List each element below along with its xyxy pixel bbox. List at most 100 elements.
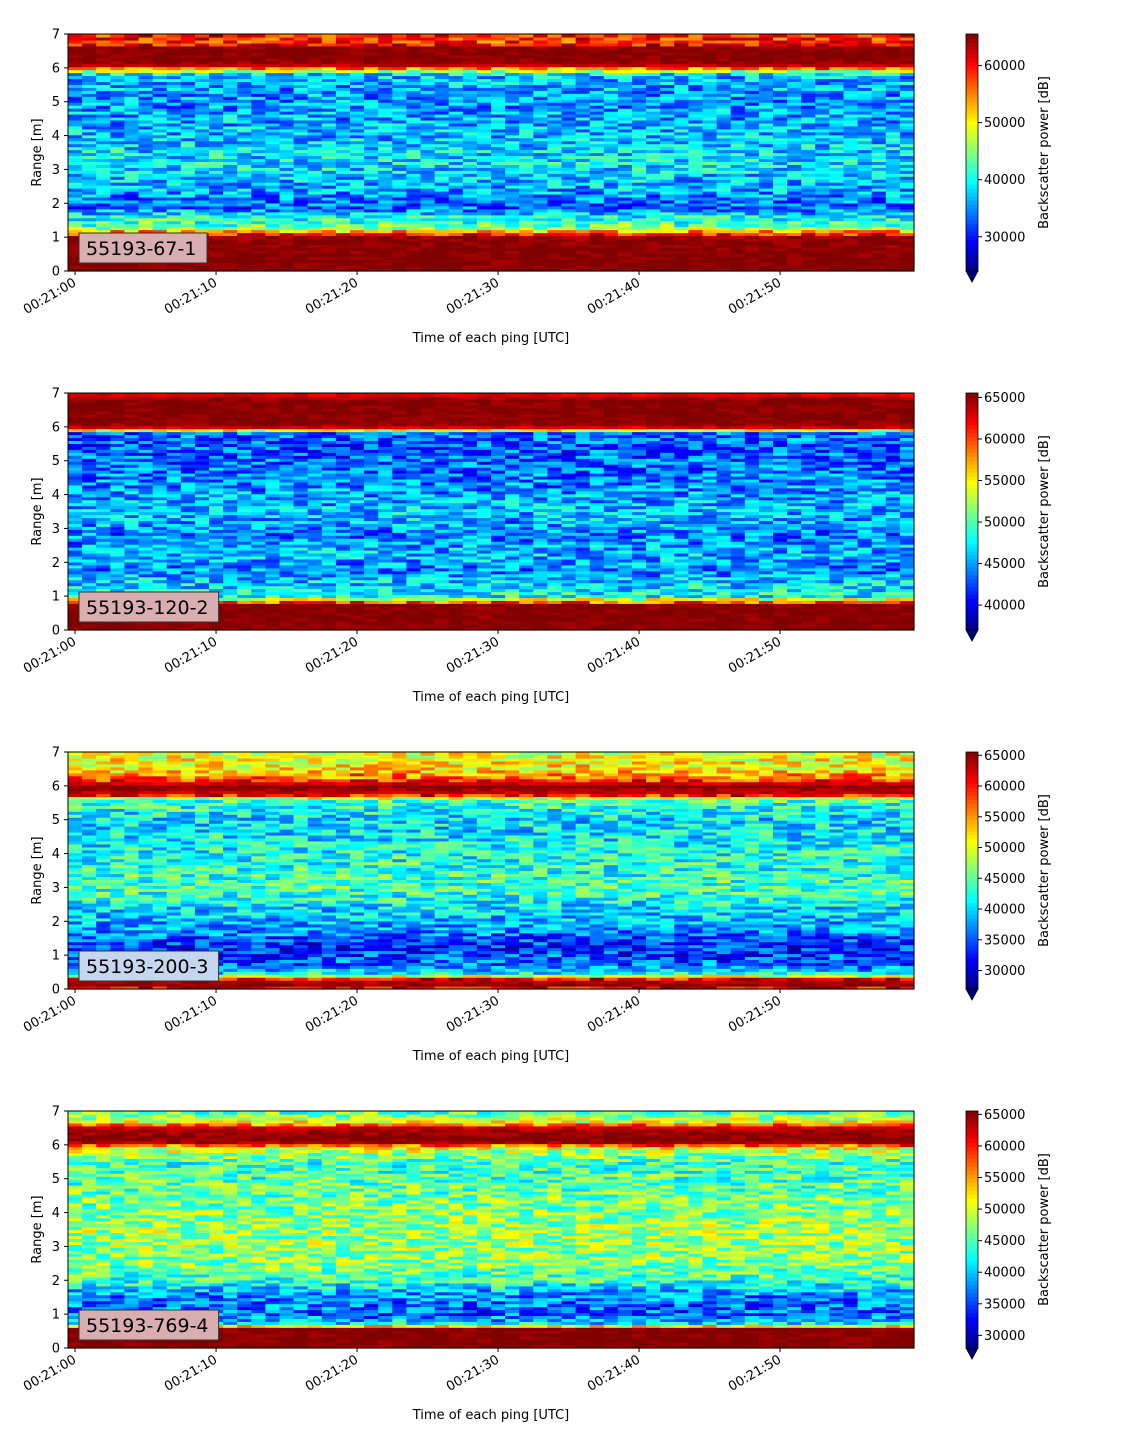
heatmap-cell — [194, 51, 210, 56]
heatmap-cell — [744, 105, 760, 109]
heatmap-cell — [110, 45, 125, 50]
heatmap-cell — [321, 235, 337, 240]
heatmap-cell — [899, 108, 915, 112]
heatmap-cell — [350, 235, 365, 240]
heatmap-cell — [180, 155, 196, 160]
heatmap-cell — [787, 173, 802, 177]
heatmap-cell — [773, 119, 788, 124]
heatmap-cell — [899, 45, 915, 50]
heatmap-cell — [688, 199, 704, 204]
heatmap-cell — [871, 60, 887, 65]
heatmap-cell — [617, 125, 633, 130]
heatmap-cell — [68, 155, 83, 160]
heatmap-cell — [730, 167, 746, 171]
heatmap-cell — [491, 128, 506, 133]
heatmap-cell — [589, 149, 605, 154]
heatmap-cell — [265, 34, 281, 38]
heatmap-cell — [603, 170, 619, 174]
heatmap-cell — [406, 113, 422, 118]
heatmap-cell — [462, 69, 478, 74]
heatmap-cell — [575, 48, 591, 53]
heatmap-cell — [166, 54, 182, 59]
heatmap-cell — [688, 137, 704, 142]
heatmap-cell — [857, 131, 873, 136]
heatmap-cell — [632, 173, 647, 177]
heatmap-cell — [209, 146, 224, 151]
heatmap-cell — [561, 211, 577, 216]
heatmap-cell — [660, 164, 675, 168]
heatmap-cell — [223, 45, 238, 50]
heatmap-cell — [350, 119, 365, 124]
heatmap-cell — [801, 93, 816, 97]
heatmap-cell — [561, 134, 577, 139]
heatmap-cell — [265, 90, 281, 94]
heatmap-cell — [251, 185, 266, 189]
heatmap-cell — [194, 140, 210, 145]
heatmap-cell — [293, 247, 309, 251]
heatmap-cell — [519, 208, 534, 213]
heatmap-cell — [476, 69, 492, 74]
heatmap-cell — [491, 214, 506, 219]
heatmap-cell — [815, 167, 830, 171]
heatmap-cell — [660, 262, 675, 266]
heatmap-cell — [688, 229, 704, 234]
heatmap-cell — [110, 149, 125, 154]
heatmap-cell — [632, 191, 647, 195]
heatmap-cell — [462, 34, 478, 38]
heatmap-cell — [237, 42, 252, 47]
heatmap-cell — [773, 232, 788, 237]
heatmap-cell — [420, 202, 436, 207]
heatmap-cell — [462, 235, 478, 240]
heatmap-cell — [335, 265, 351, 269]
heatmap-cell — [223, 72, 238, 77]
heatmap-cell — [194, 226, 210, 231]
heatmap-cell — [209, 202, 224, 207]
heatmap-cell — [152, 182, 168, 186]
heatmap-cell — [533, 137, 548, 142]
heatmap-cell — [251, 60, 266, 65]
heatmap-cell — [335, 173, 351, 177]
heatmap-cell — [688, 158, 704, 162]
heatmap-cell — [575, 250, 591, 254]
heatmap-cell — [335, 262, 351, 266]
heatmap-cell — [899, 235, 915, 240]
heatmap-cell — [194, 185, 210, 189]
heatmap-cell — [251, 105, 266, 109]
heatmap-cell — [801, 259, 816, 263]
heatmap-cell — [420, 235, 436, 240]
heatmap-cell — [773, 220, 788, 225]
heatmap-cell — [420, 167, 436, 171]
heatmap-cell — [857, 170, 873, 174]
heatmap-cell — [871, 87, 887, 91]
heatmap-cell — [617, 247, 633, 251]
heatmap-cell — [744, 84, 760, 88]
heatmap-cell — [519, 152, 534, 157]
heatmap-cell — [505, 140, 520, 145]
heatmap-cell — [462, 96, 478, 100]
heatmap-cell — [68, 137, 83, 142]
heatmap-cell — [96, 102, 111, 106]
heatmap-cell — [491, 84, 506, 88]
heatmap-cell — [773, 146, 788, 151]
heatmap-cell — [279, 161, 295, 165]
heatmap-cell — [251, 268, 266, 272]
heatmap-cell — [801, 211, 816, 216]
heatmap-cell — [646, 196, 661, 201]
heatmap-cell — [533, 226, 548, 231]
heatmap-cell — [209, 122, 224, 127]
heatmap-cell — [237, 241, 252, 245]
heatmap-cell — [420, 170, 436, 174]
heatmap-cell — [547, 34, 563, 38]
heatmap-cell — [617, 34, 633, 38]
heatmap-cell — [744, 146, 760, 151]
heatmap-cell — [491, 78, 506, 82]
heatmap-cell — [787, 268, 802, 272]
heatmap-cell — [787, 265, 802, 269]
heatmap-cell — [476, 265, 492, 269]
heatmap-cell — [773, 111, 788, 115]
heatmap-cell — [730, 265, 746, 269]
heatmap-cell — [857, 122, 873, 127]
heatmap-cell — [307, 60, 323, 65]
heatmap-cell — [843, 247, 859, 251]
heatmap-cell — [716, 60, 732, 65]
